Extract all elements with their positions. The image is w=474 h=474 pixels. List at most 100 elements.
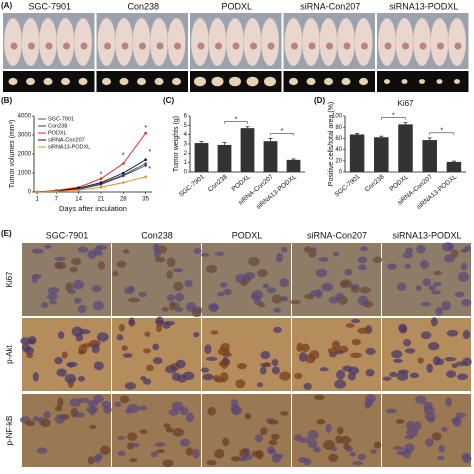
nucleus [204,344,212,354]
y-tick-label: 4000 [18,114,32,120]
nucleus [92,251,104,256]
mouse [336,17,356,67]
mouse [243,17,262,67]
nucleus [217,291,225,297]
nucleus [334,379,347,389]
nucleus [154,256,166,263]
nucleus [143,348,151,354]
nucleus [31,274,38,284]
y-tick-label: 0 [184,170,188,176]
nucleus [118,323,125,332]
nucleus [336,369,346,380]
mouse [284,17,303,67]
nucleus [328,453,339,463]
nucleus [404,263,412,269]
nucleus [117,450,126,457]
nucleus [419,260,430,270]
tumor-bump [156,42,164,50]
tumor [137,77,146,86]
point [77,188,80,192]
x-tick-label: 7 [55,197,59,203]
nucleus [318,257,329,262]
significance-bracket [381,117,406,120]
nucleus [161,306,169,312]
nucleus [154,319,165,324]
nucleus [72,412,85,418]
series-line [37,176,146,193]
nucleus [243,271,256,280]
mouse [208,17,227,67]
nucleus [138,405,148,411]
tumor [211,76,224,87]
y-tick-label: 4 [184,132,188,138]
nucleus [93,454,102,463]
nucleus [331,340,341,350]
nucleus [308,350,320,360]
nucleus [124,382,137,390]
significance-mark: * [148,166,151,173]
tumor [61,77,70,86]
nucleus [456,361,468,367]
x-tick-label: 21 [98,197,105,203]
nucleus [174,306,184,312]
nucleus [330,446,337,452]
nucleus [358,264,367,271]
nucleus [430,317,438,327]
nucleus [300,343,310,353]
nucleus [74,297,82,304]
nucleus [64,373,77,384]
nucleus [200,252,210,257]
nucleus [95,244,108,250]
mouse [412,17,432,67]
nucleus [100,445,111,455]
nucleus [267,446,275,454]
significance-mark: * [281,128,284,135]
nucleus [185,302,197,312]
nucleus [315,268,328,278]
bar [240,128,255,172]
nucleus [119,395,130,404]
nucleus [217,348,230,356]
nucleus [186,412,194,423]
significance-mark: * [235,117,238,124]
nucleus [420,331,432,340]
nucleus [357,327,369,334]
mouse [149,17,169,67]
nucleus [359,286,371,294]
nucleus [54,261,63,269]
nucleus [24,346,35,355]
column-label: siRNA-Con207 [307,230,367,240]
nucleus [446,329,459,337]
tumor [454,79,460,84]
nucleus [357,453,367,461]
mouse [354,17,373,67]
nucleus [223,288,232,296]
tumor-bump [437,42,444,50]
nucleus [275,252,284,263]
nucleus [77,375,86,382]
mouse [447,17,467,67]
mouse [260,17,280,67]
mouse [430,17,449,67]
nucleus [417,357,424,364]
tumor-bump [267,42,275,50]
nucleus [144,331,151,337]
tumor [384,79,390,84]
y-tick-label: 20 [335,158,342,164]
mouse [73,17,93,67]
tumor [324,77,333,86]
nucleus [235,379,246,389]
nucleus [166,270,173,280]
nucleus [270,433,280,440]
nucleus [77,304,87,314]
nucleus [327,347,340,355]
nucleus [351,318,361,324]
x-tick-label: 1 [36,197,40,203]
nucleus [303,246,313,253]
nucleus [402,252,413,259]
nucleus [93,361,104,371]
nucleus [213,374,221,382]
nucleus [121,345,128,351]
bar [349,134,365,172]
nucleus [25,420,36,427]
